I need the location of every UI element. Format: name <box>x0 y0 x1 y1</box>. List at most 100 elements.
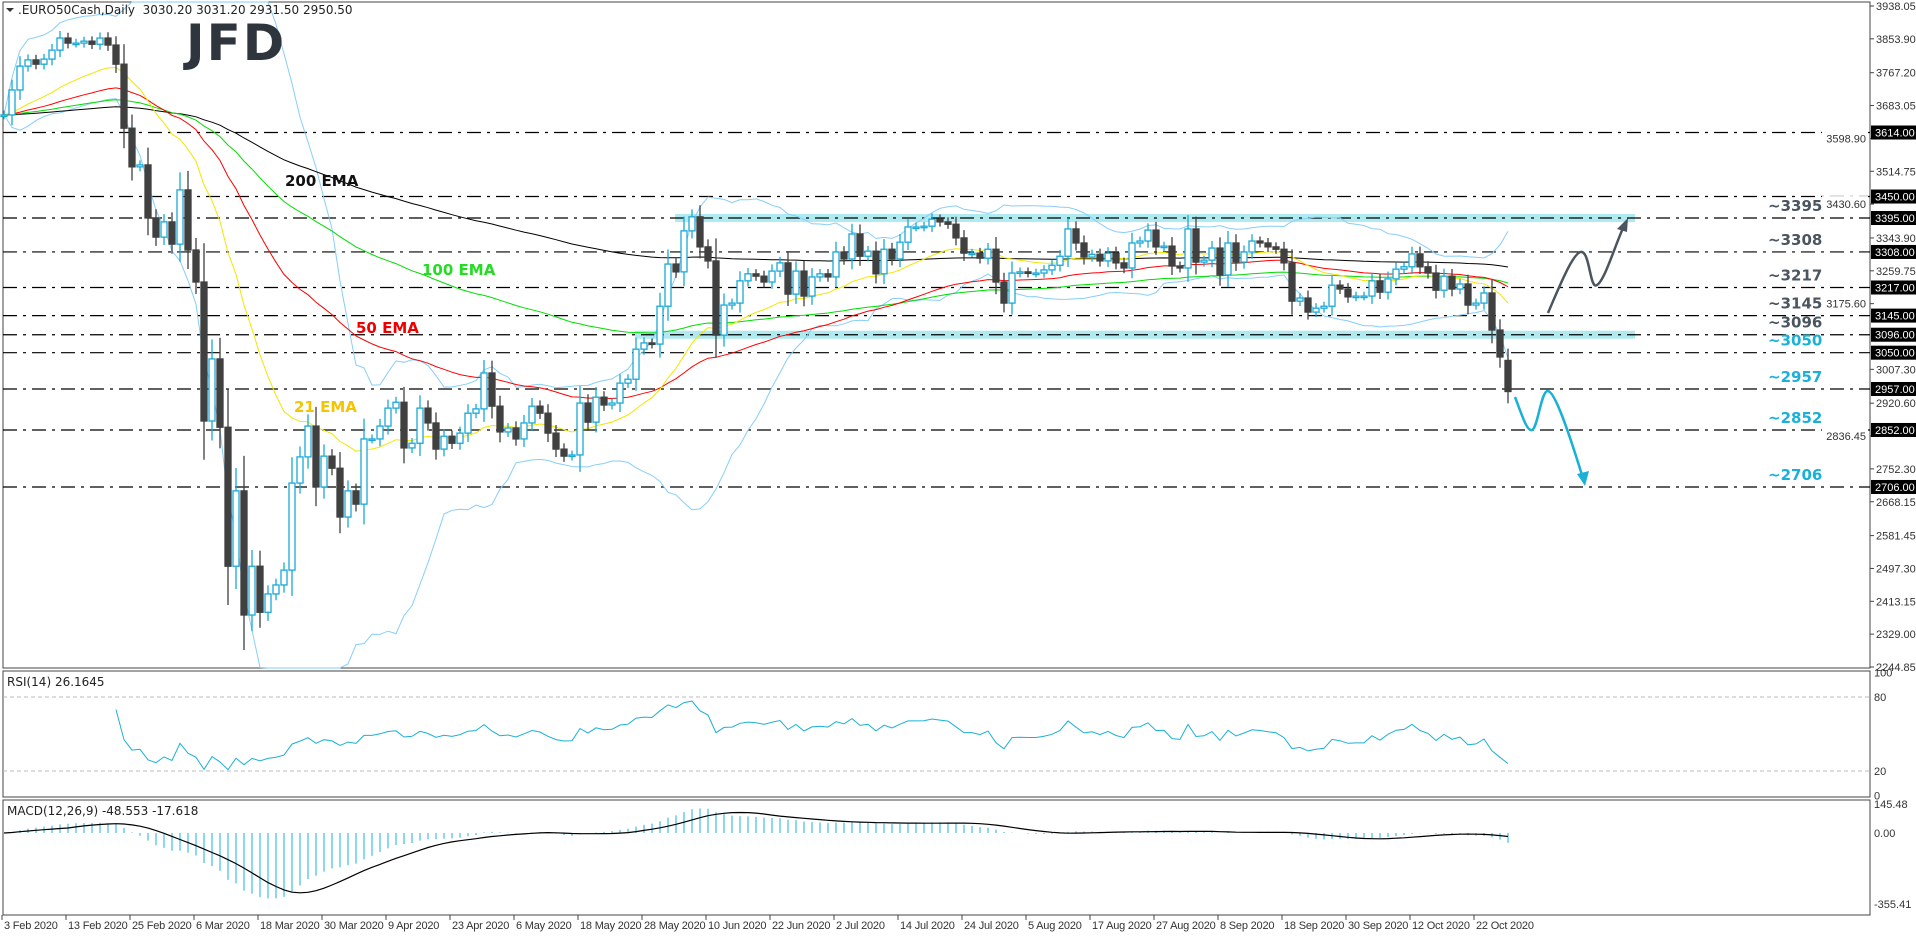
candle-down <box>752 273 760 277</box>
candle-up <box>480 372 488 410</box>
candle-down <box>1080 242 1088 258</box>
candle-down <box>512 427 520 440</box>
candle-up <box>344 490 352 518</box>
candle-up <box>984 248 992 259</box>
date-axis-label: 30 Mar 2020 <box>324 920 384 932</box>
price-level-box <box>1871 280 1916 295</box>
candle-up <box>280 569 288 586</box>
candle-up <box>616 382 624 404</box>
candle-up <box>1104 252 1112 262</box>
collapse-triangle-icon[interactable] <box>6 8 14 12</box>
candle-down <box>584 402 592 423</box>
candle-down <box>696 216 704 248</box>
ema-100-line <box>3 99 1509 334</box>
candle-up <box>1368 280 1376 297</box>
candle-up <box>1224 242 1232 276</box>
candle-up <box>688 216 696 232</box>
annotations: ~3395 ~3308 ~3217 ~3145~3096~3050 ~2957 ~2852… <box>285 172 1822 486</box>
price-level-box-label: 3308.00 <box>1875 247 1915 259</box>
rsi-axis-label: 100 <box>1874 667 1892 679</box>
price-level-box-label: 2957.00 <box>1875 384 1915 396</box>
candle-down <box>32 59 40 65</box>
price-level-box-label: 3614.00 <box>1875 128 1915 140</box>
candle-up <box>656 305 664 345</box>
candle-up <box>744 273 752 282</box>
candle-down <box>1072 228 1080 244</box>
candle-up <box>440 435 448 450</box>
logo: JFD <box>183 14 284 72</box>
candle-up <box>1472 302 1480 306</box>
arrow-head-icon <box>1617 218 1628 232</box>
candle-up <box>1480 292 1488 304</box>
price-level-box <box>1871 479 1916 494</box>
date-axis-label: 17 Aug 2020 <box>1092 920 1152 932</box>
candle-down <box>560 448 568 457</box>
candle-up <box>592 396 600 423</box>
price-axis-label: 3598.90 <box>1826 133 1866 145</box>
rsi-pane[interactable] <box>2 670 1871 798</box>
price-axis-label: 2836.45 <box>1826 431 1866 443</box>
date-axis-label: 12 Oct 2020 <box>1412 920 1470 932</box>
candle-up <box>1160 245 1168 249</box>
candle-up <box>776 262 784 272</box>
price-axis-label: 2668.15 <box>1876 497 1916 509</box>
candle-down <box>312 425 320 488</box>
candle-down <box>1272 246 1280 250</box>
candle-up <box>904 226 912 243</box>
candle-down <box>1264 242 1272 248</box>
bearish-scenario-arrow <box>1513 389 1584 476</box>
candle-up <box>0 114 8 118</box>
price-level-box <box>1871 345 1916 360</box>
ema-21-line <box>3 66 1509 452</box>
candle-down <box>536 405 544 414</box>
price-axis-label: 3853.90 <box>1876 34 1916 46</box>
macd-signal-line <box>3 811 1509 894</box>
date-axis-label: 14 Jul 2020 <box>900 920 955 932</box>
candle-down <box>200 281 208 422</box>
candle-up <box>320 455 328 488</box>
macd-pane[interactable] <box>2 799 1871 916</box>
candle-down <box>488 372 496 407</box>
candle-up <box>296 456 304 484</box>
candle-up <box>792 270 800 295</box>
candle-down <box>1216 247 1224 276</box>
ema-50-line <box>3 87 1509 400</box>
candle-up <box>1456 283 1464 290</box>
candle-up <box>880 248 888 275</box>
candle-up <box>720 304 728 336</box>
price-axis-label: 3343.90 <box>1876 233 1916 245</box>
candle-up <box>208 358 216 422</box>
ema-200-line <box>3 106 1509 268</box>
candle-up <box>832 251 840 278</box>
candle-down <box>1000 281 1008 304</box>
candle-up <box>48 49 56 60</box>
candle-up <box>416 407 424 444</box>
candle-up <box>1040 269 1048 274</box>
candle-up <box>864 250 872 257</box>
candle-up <box>96 37 104 45</box>
rsi-title: RSI(14) 26.1645 <box>7 675 105 689</box>
candle-down <box>240 490 248 616</box>
candle-up <box>1056 255 1064 266</box>
candle-down <box>712 260 720 336</box>
candle-up <box>56 37 64 51</box>
candle-down <box>1304 297 1312 313</box>
candle-down <box>1504 359 1512 393</box>
candle-down <box>648 342 656 346</box>
candle-up <box>568 454 576 458</box>
candle-down <box>784 262 792 295</box>
candle-up <box>408 442 416 449</box>
candle-up <box>160 221 168 238</box>
candle-down <box>128 127 136 168</box>
price-axis-label-background <box>1822 196 1868 210</box>
ema-label: 21 EMA <box>294 398 357 416</box>
macd-axis-label: 0.00 <box>1874 828 1895 840</box>
candle-down <box>1344 288 1352 298</box>
candle-down <box>1176 265 1184 269</box>
candle-down <box>144 164 152 219</box>
candle-down <box>496 405 504 433</box>
date-axis-label: 22 Oct 2020 <box>1476 920 1534 932</box>
candle-up <box>1240 251 1248 263</box>
candle-down <box>600 396 608 406</box>
